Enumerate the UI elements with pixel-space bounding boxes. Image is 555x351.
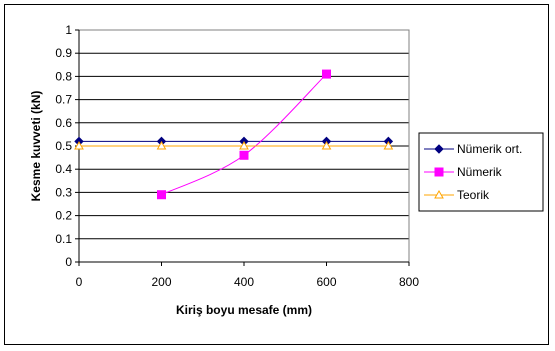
legend-item: Nümerik ort. bbox=[424, 142, 522, 156]
legend-label: Nümerik ort. bbox=[457, 142, 522, 156]
legend-label: Nümerik bbox=[457, 165, 503, 179]
y-tick-label: 0.4 bbox=[55, 162, 72, 176]
data-point bbox=[322, 69, 331, 79]
y-tick-label: 1 bbox=[65, 23, 72, 37]
x-tick-label: 600 bbox=[316, 275, 336, 289]
y-tick-label: 0.5 bbox=[55, 139, 72, 153]
series-line bbox=[161, 73, 327, 196]
data-point bbox=[74, 140, 84, 150]
series-2 bbox=[157, 69, 331, 200]
legend: Nümerik ort. Nümerik Teorik bbox=[418, 132, 544, 212]
gridlines bbox=[79, 29, 409, 240]
x-axis-title: Kiriş boyu mesafe (mm) bbox=[176, 303, 312, 317]
data-point bbox=[157, 190, 166, 200]
data-point bbox=[321, 140, 332, 150]
x-tick-label: 400 bbox=[234, 275, 254, 289]
legend-item: Teorik bbox=[424, 188, 490, 202]
y-tick-label: 0.1 bbox=[55, 232, 72, 246]
legend-label: Teorik bbox=[457, 188, 490, 202]
data-point bbox=[239, 140, 249, 150]
x-tick-label: 0 bbox=[76, 275, 83, 289]
series-3 bbox=[74, 140, 394, 150]
x-tick-labels: 0 200 400 600 800 bbox=[76, 275, 420, 289]
y-tick-label: 0.8 bbox=[55, 69, 72, 83]
x-tick-label: 800 bbox=[399, 275, 419, 289]
y-tick-label: 0.3 bbox=[55, 185, 72, 199]
y-tick-labels: 0 0.1 0.2 0.3 0.4 0.5 0.6 0.7 0.8 0.9 1 bbox=[55, 23, 72, 269]
series-layer bbox=[74, 69, 394, 200]
legend-item: Nümerik bbox=[424, 165, 503, 179]
data-point bbox=[156, 140, 167, 150]
y-tick-label: 0.9 bbox=[55, 46, 72, 60]
y-axis-title: Kesme kuvveti (kN) bbox=[29, 91, 43, 202]
legend-marker bbox=[434, 167, 444, 177]
series-1 bbox=[74, 136, 394, 147]
data-point bbox=[383, 140, 394, 150]
y-tick-label: 0 bbox=[65, 255, 72, 269]
y-tick-label: 0.7 bbox=[55, 93, 72, 107]
y-tick-label: 0.2 bbox=[55, 209, 72, 223]
data-point bbox=[239, 150, 249, 160]
y-tick-label: 0.6 bbox=[55, 116, 72, 130]
x-tick-label: 200 bbox=[151, 275, 171, 289]
legend-marker bbox=[434, 144, 444, 154]
legend-marker bbox=[434, 189, 444, 199]
